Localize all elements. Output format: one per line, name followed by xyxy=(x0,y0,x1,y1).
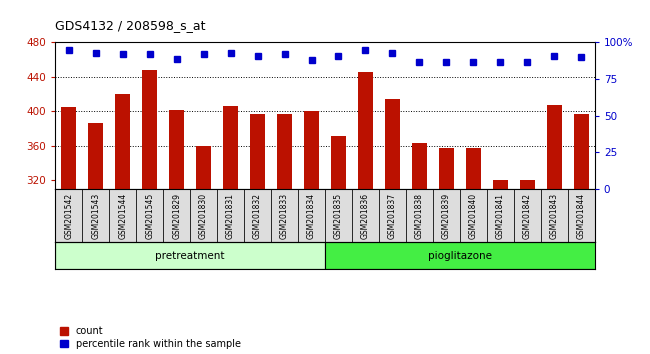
Bar xyxy=(493,181,508,189)
Text: GSM201832: GSM201832 xyxy=(253,193,262,239)
Bar xyxy=(277,114,292,189)
Bar xyxy=(190,189,217,242)
Legend: count, percentile rank within the sample: count, percentile rank within the sample xyxy=(60,326,240,349)
Text: GSM201831: GSM201831 xyxy=(226,193,235,239)
Text: GSM201542: GSM201542 xyxy=(64,193,73,239)
Bar xyxy=(82,189,109,242)
Bar xyxy=(466,148,481,189)
Text: GSM201834: GSM201834 xyxy=(307,193,316,239)
Bar xyxy=(298,189,325,242)
Text: GSM201836: GSM201836 xyxy=(361,193,370,239)
Bar xyxy=(406,189,433,242)
Text: GDS4132 / 208598_s_at: GDS4132 / 208598_s_at xyxy=(55,19,206,32)
Bar xyxy=(223,106,238,189)
Bar xyxy=(325,242,608,269)
Bar xyxy=(271,189,298,242)
Text: GSM201830: GSM201830 xyxy=(199,193,208,239)
Bar xyxy=(136,189,163,242)
Bar xyxy=(385,98,400,189)
Text: GSM201839: GSM201839 xyxy=(442,193,451,239)
Bar xyxy=(244,189,271,242)
Bar xyxy=(547,104,562,189)
Bar xyxy=(358,72,373,189)
Text: GSM201835: GSM201835 xyxy=(334,193,343,239)
Text: GSM201843: GSM201843 xyxy=(550,193,559,239)
Bar xyxy=(115,94,130,189)
Bar xyxy=(433,189,460,242)
Bar xyxy=(541,189,568,242)
Bar xyxy=(352,189,379,242)
Text: GSM201844: GSM201844 xyxy=(577,193,586,239)
Bar xyxy=(196,146,211,189)
Text: GSM201841: GSM201841 xyxy=(496,193,505,239)
Text: pioglitazone: pioglitazone xyxy=(428,251,492,261)
Bar xyxy=(304,110,319,189)
Bar xyxy=(55,242,325,269)
Text: GSM201545: GSM201545 xyxy=(145,193,154,239)
Bar xyxy=(217,189,244,242)
Bar xyxy=(379,189,406,242)
Text: GSM201829: GSM201829 xyxy=(172,193,181,239)
Bar xyxy=(169,110,184,189)
Bar xyxy=(514,189,541,242)
Bar xyxy=(55,189,83,242)
Text: GSM201543: GSM201543 xyxy=(91,193,100,239)
Bar xyxy=(568,189,595,242)
Bar xyxy=(487,189,514,242)
Bar xyxy=(460,189,487,242)
Bar xyxy=(250,114,265,189)
Bar xyxy=(412,143,427,189)
Text: GSM201842: GSM201842 xyxy=(523,193,532,239)
Bar xyxy=(439,148,454,189)
Bar xyxy=(109,189,136,242)
Bar xyxy=(142,70,157,189)
Text: GSM201838: GSM201838 xyxy=(415,193,424,239)
Text: GSM201837: GSM201837 xyxy=(388,193,397,239)
Bar xyxy=(331,137,346,189)
Bar xyxy=(325,189,352,242)
Bar xyxy=(520,181,535,189)
Text: pretreatment: pretreatment xyxy=(155,251,225,261)
Bar xyxy=(574,114,589,189)
Bar xyxy=(163,189,190,242)
Text: GSM201833: GSM201833 xyxy=(280,193,289,239)
Text: GSM201840: GSM201840 xyxy=(469,193,478,239)
Text: GSM201544: GSM201544 xyxy=(118,193,127,239)
Bar xyxy=(88,123,103,189)
Bar xyxy=(61,107,76,189)
